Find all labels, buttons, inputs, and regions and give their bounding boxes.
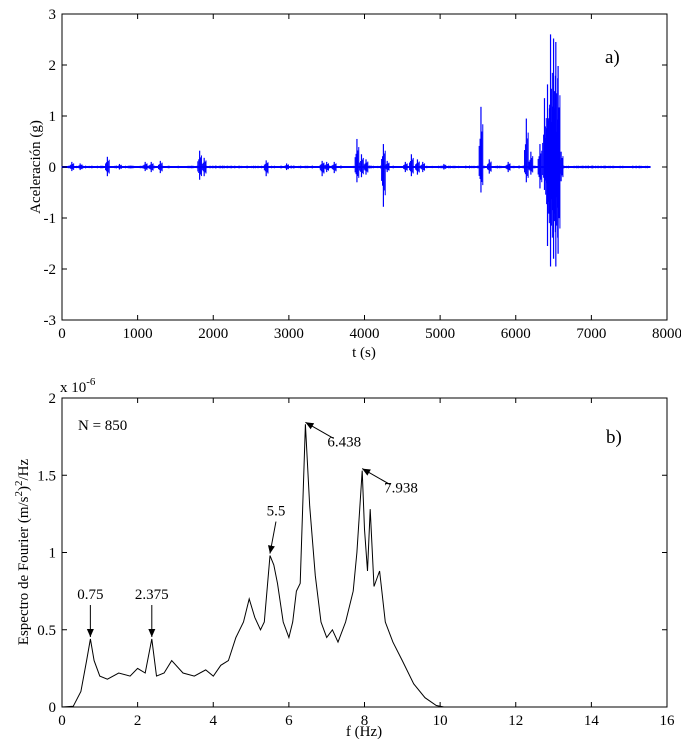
annotation-arrow-head bbox=[86, 629, 94, 638]
x-tick-label-a: 2000 bbox=[198, 326, 228, 342]
acceleration-series bbox=[61, 34, 651, 267]
x-tick-label-b: 14 bbox=[584, 713, 600, 729]
x-tick-label-a: 8000 bbox=[652, 326, 681, 342]
axis-ticks-a: 0 1000 2000 3000 4000 5000 6000 7000 8000 -3 -2 -1 0… bbox=[44, 7, 681, 342]
panel-label-a: a) bbox=[605, 47, 620, 68]
annotation-arrow-head bbox=[268, 545, 275, 554]
x-axis-label-a: t (s) bbox=[352, 345, 376, 361]
annotation-label: 6.438 bbox=[327, 434, 361, 450]
y-axis-label-a: Aceleración (g) bbox=[28, 120, 44, 214]
acceleration-chart: 0 1000 2000 3000 4000 5000 6000 7000 8000 -3 -2 -1 0… bbox=[28, 7, 681, 361]
y-tick-label-a: 1 bbox=[49, 109, 57, 125]
y-axis-label-b: Espectro de Fourier (m/s2)2/Hz bbox=[13, 458, 32, 645]
x-tick-label-b: 0 bbox=[58, 713, 66, 729]
y-tick-label-a: 2 bbox=[49, 58, 57, 74]
y-tick-label-b: 2 bbox=[49, 391, 57, 407]
y-tick-label-a: 3 bbox=[49, 7, 57, 23]
x-tick-label-a: 3000 bbox=[274, 326, 304, 342]
x-tick-label-b: 6 bbox=[285, 713, 293, 729]
x-tick-label-b: 4 bbox=[210, 713, 218, 729]
y-tick-label-a: -1 bbox=[44, 211, 57, 227]
annotation-label: 5.5 bbox=[267, 504, 286, 520]
y-tick-label-b: 1.5 bbox=[37, 468, 56, 484]
y-tick-label-a: -3 bbox=[44, 313, 57, 329]
y-tick-label-b: 1 bbox=[49, 546, 57, 562]
x-tick-label-a: 1000 bbox=[123, 326, 153, 342]
annotation-arrow-head bbox=[148, 629, 156, 638]
annotation-label: 2.375 bbox=[135, 587, 169, 603]
spectrum-series bbox=[61, 424, 667, 708]
x-axis-label-b: f (Hz) bbox=[346, 724, 382, 740]
peak-annotations: 0.75 2.375 5.5 6.438 7.938 bbox=[77, 421, 418, 638]
x-tick-label-a: 5000 bbox=[425, 326, 455, 342]
y-tick-label-a: 0 bbox=[49, 160, 57, 176]
annotation-arrow-head bbox=[362, 468, 371, 476]
x-tick-label-a: 6000 bbox=[501, 326, 531, 342]
x-tick-label-b: 10 bbox=[433, 713, 448, 729]
annotation-arrow-head bbox=[305, 422, 315, 430]
text-note-b: N = 850 bbox=[78, 418, 127, 434]
fourier-spectrum-chart: 0 2 4 6 8 10 12 14 16 0 0.5 1 1.5 2 0.75 2.375 5.5 6.438… bbox=[13, 376, 675, 740]
x-tick-label-b: 12 bbox=[508, 713, 523, 729]
panel-label-b: b) bbox=[606, 427, 622, 448]
axis-ticks-b: 0 2 4 6 8 10 12 14 16 0 0.5 1 1.5 2 bbox=[37, 391, 675, 729]
x-tick-label-a: 0 bbox=[58, 326, 66, 342]
x-tick-label-b: 16 bbox=[660, 713, 676, 729]
y-tick-label-b: 0.5 bbox=[37, 623, 56, 639]
y-tick-label-b: 0 bbox=[49, 700, 57, 716]
annotation-label: 0.75 bbox=[77, 587, 103, 603]
x-tick-label-a: 4000 bbox=[350, 326, 380, 342]
x-tick-label-b: 8 bbox=[361, 713, 369, 729]
y-tick-label-a: -2 bbox=[44, 262, 57, 278]
plot-area-b bbox=[61, 397, 668, 708]
x-tick-label-a: 7000 bbox=[576, 326, 606, 342]
annotation-label: 7.938 bbox=[384, 481, 418, 497]
exponent-label-b: x 10-6 bbox=[60, 376, 96, 396]
x-tick-label-b: 2 bbox=[134, 713, 142, 729]
